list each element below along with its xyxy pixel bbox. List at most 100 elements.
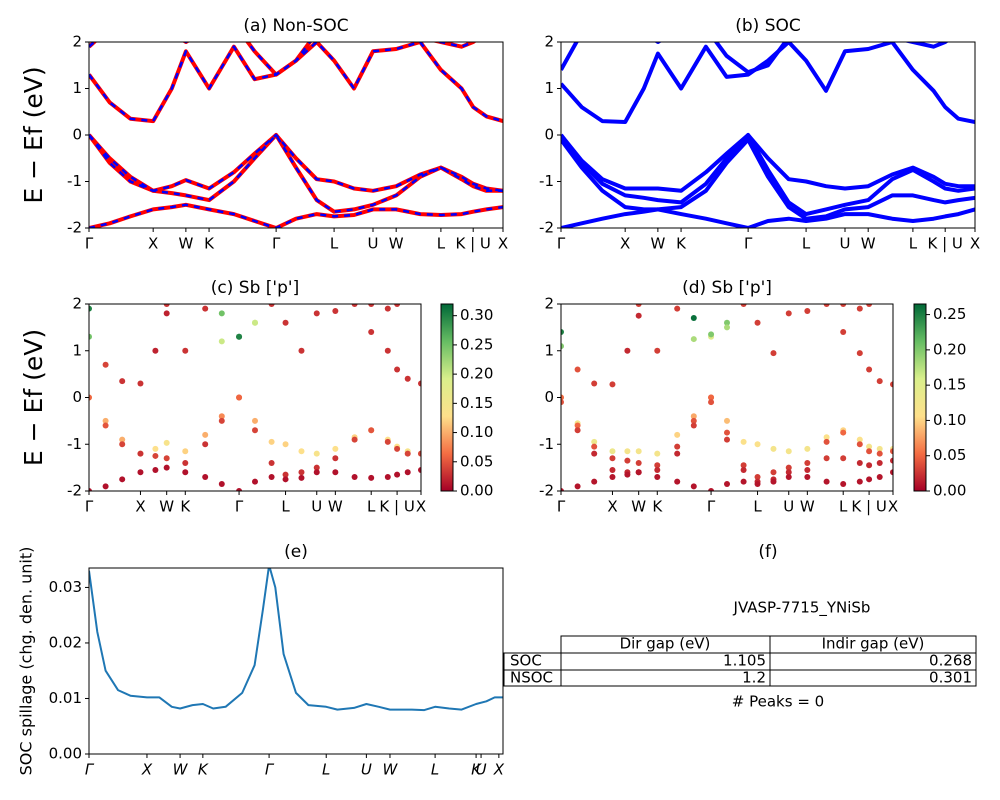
band-point: [152, 347, 159, 354]
band-point: [152, 445, 159, 452]
band-point: [804, 308, 811, 315]
band-point: [137, 469, 144, 476]
band-point: [804, 473, 811, 480]
y-tick-label: 0.00: [49, 745, 82, 763]
band-line: [89, 42, 476, 76]
colorbar-tick-label: 0.25: [933, 305, 966, 323]
band-point: [591, 438, 598, 445]
x-tick-label: X: [888, 498, 898, 516]
band-point: [152, 466, 159, 473]
x-tick-label: X: [416, 498, 426, 516]
band-point: [182, 469, 189, 476]
band-point: [313, 310, 320, 317]
band-point: [268, 473, 275, 480]
y-axis-label: E − Ef (eV): [19, 66, 48, 203]
band-point: [840, 455, 847, 462]
band-point: [405, 292, 411, 298]
band-point: [574, 422, 581, 429]
band-point: [102, 422, 109, 429]
band-point: [313, 464, 320, 471]
band-point: [252, 319, 258, 326]
band-point: [674, 305, 681, 312]
band-point: [561, 394, 564, 401]
cell: 1.105: [723, 652, 766, 670]
band-point: [368, 474, 375, 481]
colorbar-tick-label: 0.15: [460, 394, 493, 412]
band-point: [268, 459, 275, 466]
band-point: [754, 319, 761, 326]
row-header: NSOC: [510, 669, 553, 687]
band-point: [314, 282, 320, 288]
band-point: [561, 488, 564, 491]
band-point: [182, 347, 189, 354]
panel: (e) SOC spillage (chg. den. unit) 0.00 0.01…: [17, 542, 505, 779]
band-point: [674, 443, 681, 450]
band-point: [352, 296, 358, 302]
band-point: [89, 333, 92, 340]
x-tick-label: X: [493, 761, 505, 779]
band-point: [635, 312, 642, 319]
band-point: [103, 287, 109, 293]
band-point: [786, 282, 792, 288]
band-point: [740, 304, 747, 307]
y-tick-label: -1: [67, 172, 82, 190]
panel-title: (e): [284, 542, 308, 562]
band-line: [561, 137, 975, 221]
colorbar-tick-label: 0.10: [933, 411, 966, 429]
x-tick-label: K: [204, 235, 215, 253]
band-point: [102, 417, 109, 424]
band-point: [89, 394, 92, 401]
x-tick-label: Γ: [85, 235, 94, 253]
band-point: [182, 448, 189, 455]
y-tick-label: 0.01: [49, 689, 82, 707]
band-point: [890, 381, 893, 388]
band-point: [770, 350, 777, 357]
colorbar-tick-label: 0.05: [460, 452, 493, 470]
x-tick-label: L: [367, 498, 376, 516]
band-point: [202, 282, 208, 288]
x-tick-label: K: [676, 235, 687, 253]
x-tick-label: K: [180, 498, 191, 516]
y-tick-label: 2: [72, 295, 82, 313]
band-point: [866, 462, 873, 469]
y-tick-label: 0: [544, 388, 554, 406]
band-point: [770, 478, 777, 485]
band-point: [394, 304, 401, 307]
band-point: [635, 448, 642, 455]
band-point: [740, 438, 747, 445]
band-point: [890, 469, 893, 476]
cell: 0.268: [929, 652, 972, 670]
band-point: [252, 427, 258, 434]
band-point: [674, 450, 681, 457]
band-point: [313, 469, 320, 476]
colorbar-tick-label: 0.20: [933, 340, 966, 358]
band-point: [218, 338, 225, 345]
band-point: [708, 394, 715, 401]
band-point: [298, 469, 305, 476]
band-point: [724, 324, 730, 331]
band-point: [654, 347, 661, 354]
band-point: [823, 455, 830, 462]
x-tick-label: W: [389, 235, 404, 253]
axes-frame: [88, 41, 504, 229]
colorbar: [440, 303, 454, 492]
band-point: [866, 304, 873, 307]
x-tick-label: W: [173, 761, 189, 779]
panel-title: (d) Sb ['p']: [682, 278, 772, 298]
band-point: [137, 450, 144, 457]
band-point: [804, 445, 811, 452]
band-point: [690, 315, 697, 322]
x-tick-label: L: [909, 235, 918, 253]
x-tick-label: U: [840, 235, 851, 253]
band-point: [394, 445, 401, 452]
band-point: [609, 282, 615, 288]
band-point: [332, 292, 338, 298]
band-point: [591, 450, 598, 457]
band-point: [163, 439, 170, 446]
band-point: [866, 448, 873, 455]
band-point: [332, 469, 339, 476]
band-point: [163, 455, 170, 462]
y-tick-label: 1: [544, 341, 554, 359]
band-point: [624, 347, 631, 354]
x-tick-label: Γ: [85, 761, 95, 779]
